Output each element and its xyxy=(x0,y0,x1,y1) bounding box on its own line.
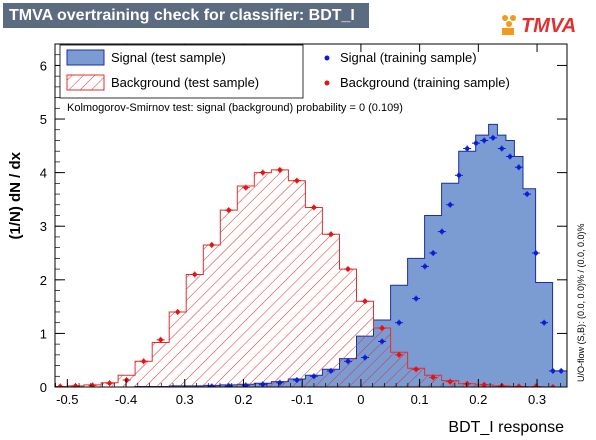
x-tick-label: 0.3 xyxy=(176,392,194,407)
logo-text: TMVA xyxy=(521,15,576,37)
logo-dot xyxy=(506,21,512,27)
signal-training-point xyxy=(540,319,549,326)
background-training-point xyxy=(190,271,199,278)
signal-training-point xyxy=(531,250,540,257)
background-training-point xyxy=(139,358,148,365)
signal-training-point xyxy=(420,263,429,270)
background-training-point xyxy=(309,204,318,211)
background-training-point xyxy=(361,298,370,305)
signal-training-point xyxy=(497,145,506,152)
y-tick-label: 4 xyxy=(40,166,47,181)
legend-label-background-training: Background (training sample) xyxy=(340,75,510,90)
signal-training-point xyxy=(395,319,404,326)
background-training-point xyxy=(548,384,557,387)
signal-training-point xyxy=(207,383,216,387)
overflow-annotation: U/O-flow (S,B): (0.0, 0.0)% / (0.0, 0.0)… xyxy=(576,223,586,382)
background-training-point xyxy=(446,378,455,385)
background-training-point xyxy=(71,382,80,387)
legend-marker-background-training xyxy=(324,80,330,86)
legend-label-signal-training: Signal (training sample) xyxy=(340,50,477,65)
logo-box xyxy=(502,28,514,35)
signal-training-point xyxy=(292,377,301,384)
tmva-logo: TMVA xyxy=(502,15,576,37)
x-tick-label: 0 xyxy=(357,392,364,407)
signal-training-point xyxy=(326,367,335,374)
signal-training-point xyxy=(489,134,498,141)
ks-test-annotation: Kolmogorov-Smirnov test: signal (backgro… xyxy=(67,102,403,114)
legend-swatch-signal-test xyxy=(66,49,105,66)
y-tick-label: 5 xyxy=(40,112,47,127)
signal-training-point xyxy=(463,145,472,152)
background-training-point xyxy=(105,380,114,387)
x-tick-label: 0.3 xyxy=(528,392,546,407)
logo-dot xyxy=(502,15,508,21)
background-training-point xyxy=(292,177,301,184)
background-training-point xyxy=(122,377,131,384)
x-axis-label: BDT_I response xyxy=(448,419,564,436)
logo-dot xyxy=(510,15,516,21)
legend-label-signal-test: Signal (test sample) xyxy=(111,50,226,65)
x-tick-label: 0.1 xyxy=(411,392,429,407)
x-tick-label: 0.2 xyxy=(234,392,252,407)
signal-training-point xyxy=(480,137,489,144)
background-training-point xyxy=(156,336,165,343)
background-test-histogram xyxy=(55,169,567,387)
background-training-point xyxy=(258,169,267,176)
signal-training-point xyxy=(514,164,523,171)
signal-training-point xyxy=(523,191,532,198)
y-axis-label: (1/N) dN / dx xyxy=(7,151,24,239)
y-tick-label: 0 xyxy=(40,380,47,395)
background-training-point xyxy=(326,231,335,238)
background-training-point xyxy=(343,266,352,273)
y-tick-label: 6 xyxy=(40,58,47,73)
signal-training-point xyxy=(429,250,438,257)
chart-title: TMVA overtraining check for classifier: … xyxy=(3,3,369,28)
background-training-point xyxy=(207,241,216,248)
background-training-point xyxy=(224,207,233,214)
background-training-point xyxy=(56,383,65,387)
background-training-point xyxy=(88,382,97,387)
signal-training-point xyxy=(506,153,515,160)
signal-training-point xyxy=(343,358,352,365)
signal-training-point xyxy=(471,140,480,147)
signal-training-point xyxy=(412,295,421,302)
background-training-point xyxy=(412,366,421,373)
background-training-point xyxy=(429,374,438,381)
background-training-point xyxy=(514,383,523,387)
legend-marker-signal-training xyxy=(324,55,330,61)
signal-training-point xyxy=(557,367,566,374)
signal-training-point xyxy=(437,228,446,235)
signal-training-point xyxy=(378,338,387,345)
signal-training-point xyxy=(446,201,455,208)
signal-training-point xyxy=(361,354,370,361)
signal-training-point xyxy=(548,367,557,374)
legend-swatch-background-test xyxy=(66,74,105,91)
y-tick-label: 2 xyxy=(40,273,47,288)
y-tick-label: 3 xyxy=(40,219,47,234)
background-training-point xyxy=(241,184,250,191)
signal-training-point xyxy=(258,381,267,387)
y-tick-label: 1 xyxy=(40,326,47,341)
background-training-point xyxy=(173,308,182,315)
x-tick-label: -0.5 xyxy=(56,392,78,407)
legend: Signal (test sample) Background (test sa… xyxy=(59,44,510,99)
background-training-point xyxy=(378,325,387,332)
x-tick-label: -0.1 xyxy=(291,392,313,407)
signal-training-point xyxy=(454,172,463,179)
signal-training-point xyxy=(309,373,318,380)
x-tick-label: 0.2 xyxy=(469,392,487,407)
background-training-point xyxy=(275,166,284,173)
background-training-point xyxy=(463,380,472,387)
background-training-point xyxy=(395,351,404,358)
x-tick-label: -0.4 xyxy=(115,392,137,407)
legend-label-background-test: Background (test sample) xyxy=(111,75,259,90)
